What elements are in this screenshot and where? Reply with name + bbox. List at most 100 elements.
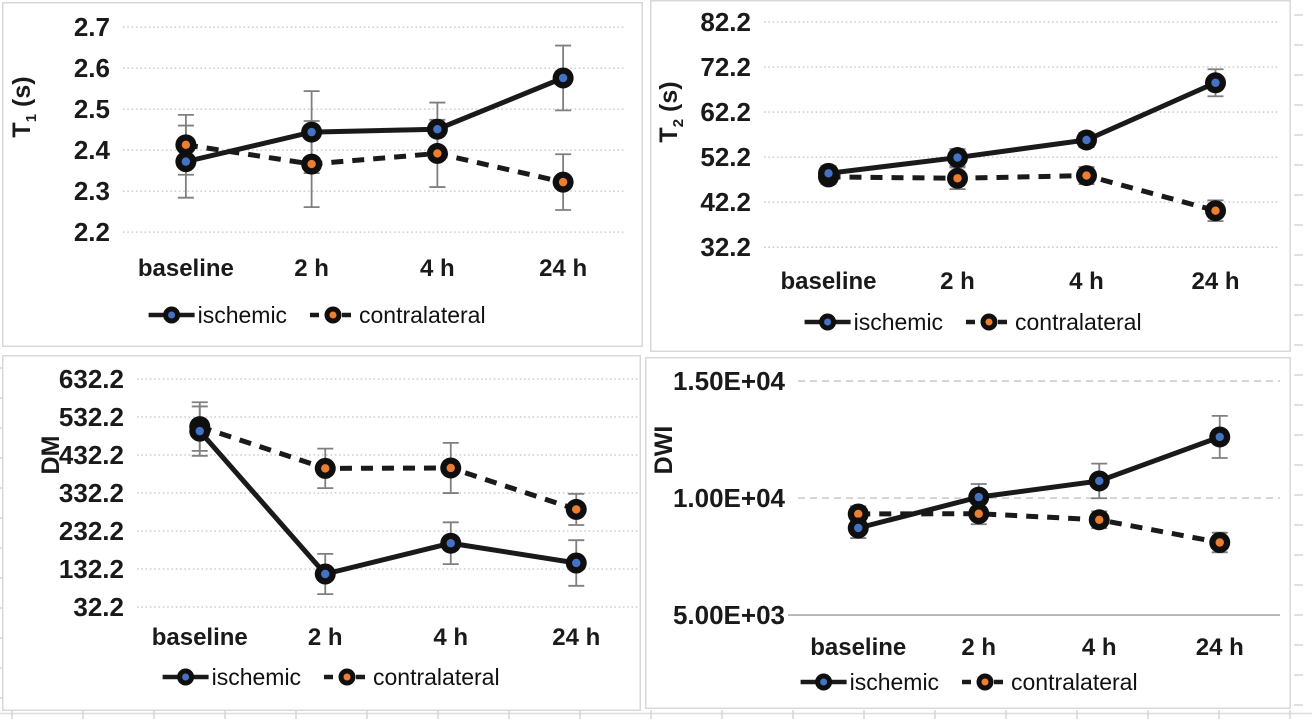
- y-tick-label: 42.2: [700, 187, 751, 217]
- legend-label-contralateral[interactable]: contralateral: [1011, 669, 1138, 695]
- data-point-dot-contralateral: [953, 174, 962, 183]
- x-category-label: baseline: [780, 268, 876, 295]
- y-tick-label: 32.2: [700, 232, 751, 262]
- y-tick-label: 2.2: [74, 217, 110, 247]
- data-point-dot-contralateral: [1211, 206, 1220, 215]
- y-tick-label: 32.2: [73, 592, 124, 622]
- series-line-contralateral: [828, 173, 1217, 214]
- y-tick-label: 1.00E+04: [673, 483, 786, 513]
- y-tick-label: 432.2: [59, 440, 124, 470]
- chart-svg-t1: 2.7 2.6 2.5 2.4 2.3 2.2 T1 (s) baseline 2 h 4 h 24…: [2, 2, 643, 347]
- chart-panel-t1[interactable]: 2.7 2.6 2.5 2.4 2.3 2.2 T1 (s) baseline 2 h 4 h 24…: [2, 2, 643, 347]
- legend-dot-ischemic: [824, 318, 832, 326]
- legend-dot-ischemic: [168, 311, 176, 319]
- x-category-label: 2 h: [961, 634, 996, 661]
- legend-dot-contralateral: [343, 673, 351, 681]
- data-point-dot-contralateral: [974, 509, 983, 518]
- data-point-dot-contralateral: [854, 509, 863, 519]
- legend-dot-contralateral: [985, 318, 993, 326]
- y-tick-label: 332.2: [59, 478, 124, 508]
- x-category-label: baseline: [810, 634, 906, 661]
- legend-label-contralateral[interactable]: contralateral: [1015, 309, 1142, 335]
- y-tick-label: 132.2: [59, 554, 124, 584]
- data-point-dot-ischemic: [1215, 432, 1224, 442]
- x-category-label: 4 h: [1069, 268, 1104, 295]
- x-category-label: baseline: [138, 255, 234, 282]
- series-line-ischemic: [185, 75, 565, 165]
- data-point-dot-contralateral: [433, 149, 442, 158]
- series-line-ischemic: [197, 429, 577, 577]
- y-tick-label: 2.6: [74, 53, 110, 83]
- data-point-dot-ischemic: [1211, 78, 1220, 87]
- data-point-dot-contralateral: [558, 177, 568, 187]
- panel-border: [650, 0, 1291, 352]
- x-category-label: 2 h: [294, 255, 329, 282]
- y-tick-label: 82.2: [700, 7, 751, 37]
- data-point-dot-contralateral: [1095, 515, 1104, 525]
- data-point-dot-ischemic: [854, 523, 863, 533]
- data-point-dot-ischemic: [572, 558, 581, 568]
- data-point-dot-ischemic: [1082, 135, 1091, 145]
- chart-panel-t2[interactable]: 82.2 72.2 62.2 52.2 42.2 32.2 T2 (s) baseline 2 …: [650, 0, 1291, 352]
- chart-svg-dm: 632.2 532.2 432.2 332.2 232.2 132.2 32.2 DM base…: [2, 355, 641, 711]
- data-point-dot-ischemic: [1095, 476, 1104, 486]
- series-line-contralateral: [198, 424, 578, 512]
- data-point-dot-contralateral: [572, 505, 581, 514]
- x-category-label: 4 h: [1082, 634, 1117, 661]
- data-point-dot-ischemic: [558, 73, 568, 83]
- series-line-contralateral: [185, 142, 564, 185]
- data-point-dot-ischemic: [321, 569, 330, 579]
- chart-svg-t2: 82.2 72.2 62.2 52.2 42.2 32.2 T2 (s) baseline 2 …: [650, 0, 1291, 352]
- panel-border: [2, 2, 643, 347]
- x-category-label: 24 h: [539, 255, 587, 282]
- y-tick-label: 5.00E+03: [673, 600, 785, 630]
- data-point-dot-contralateral: [1215, 538, 1224, 547]
- legend-label-contralateral[interactable]: contralateral: [359, 302, 486, 328]
- legend-label-ischemic[interactable]: ischemic: [198, 302, 287, 328]
- y-tick-label: 62.2: [700, 97, 751, 127]
- y-tick-label: 2.7: [74, 12, 110, 42]
- x-category-label: baseline: [152, 624, 248, 651]
- y-axis-title: DWI: [650, 426, 678, 475]
- data-point-dot-ischemic: [195, 426, 204, 436]
- y-axis-title: DM: [37, 436, 65, 475]
- y-tick-label: 632.2: [59, 364, 124, 394]
- series-line-ischemic: [857, 434, 1221, 531]
- legend-label-ischemic[interactable]: ischemic: [212, 664, 301, 690]
- x-category-label: 4 h: [433, 624, 468, 651]
- y-axis-title: T2 (s): [655, 81, 687, 142]
- y-tick-label: 72.2: [700, 52, 751, 82]
- y-tick-label: 2.3: [74, 176, 110, 206]
- series-line-ischemic: [828, 80, 1217, 176]
- data-point-dot-ischemic: [824, 169, 833, 178]
- data-point-dot-contralateral: [181, 140, 191, 150]
- data-point-dot-contralateral: [321, 464, 330, 473]
- data-point-dot-ischemic: [446, 539, 455, 548]
- x-category-label: 4 h: [420, 255, 455, 282]
- data-point-dot-contralateral: [446, 463, 455, 473]
- x-category-label: 24 h: [552, 624, 600, 651]
- y-tick-label: 532.2: [59, 402, 124, 432]
- legend-dot-contralateral: [329, 311, 337, 319]
- y-axis-title: T1 (s): [8, 76, 40, 137]
- legend-dot-ischemic: [820, 678, 828, 686]
- legend-dot-contralateral: [981, 678, 989, 686]
- chart-svg-dwi: 1.50E+04 1.00E+04 5.00E+03 DWI baseline 2 h 4 …: [645, 357, 1291, 709]
- x-category-label: 24 h: [1196, 634, 1244, 661]
- legend-label-ischemic[interactable]: ischemic: [854, 309, 943, 335]
- series-line-contralateral: [858, 511, 1221, 545]
- y-tick-label: 52.2: [700, 142, 751, 172]
- data-point-dot-ischemic: [181, 157, 191, 166]
- chart-panel-dwi[interactable]: 1.50E+04 1.00E+04 5.00E+03 DWI baseline 2 h 4 …: [645, 357, 1291, 709]
- y-tick-label: 232.2: [59, 516, 124, 546]
- y-tick-label: 1.50E+04: [673, 366, 786, 396]
- legend-dot-ischemic: [182, 673, 190, 681]
- data-point-dot-contralateral: [307, 159, 316, 169]
- legend-label-ischemic[interactable]: ischemic: [850, 669, 939, 695]
- chart-panel-dm[interactable]: 632.2 532.2 432.2 332.2 232.2 132.2 32.2 DM base…: [2, 355, 641, 711]
- data-point-dot-contralateral: [1082, 171, 1091, 180]
- data-point-dot-ischemic: [433, 125, 442, 134]
- legend-label-contralateral[interactable]: contralateral: [373, 664, 500, 690]
- panel-border: [645, 357, 1291, 709]
